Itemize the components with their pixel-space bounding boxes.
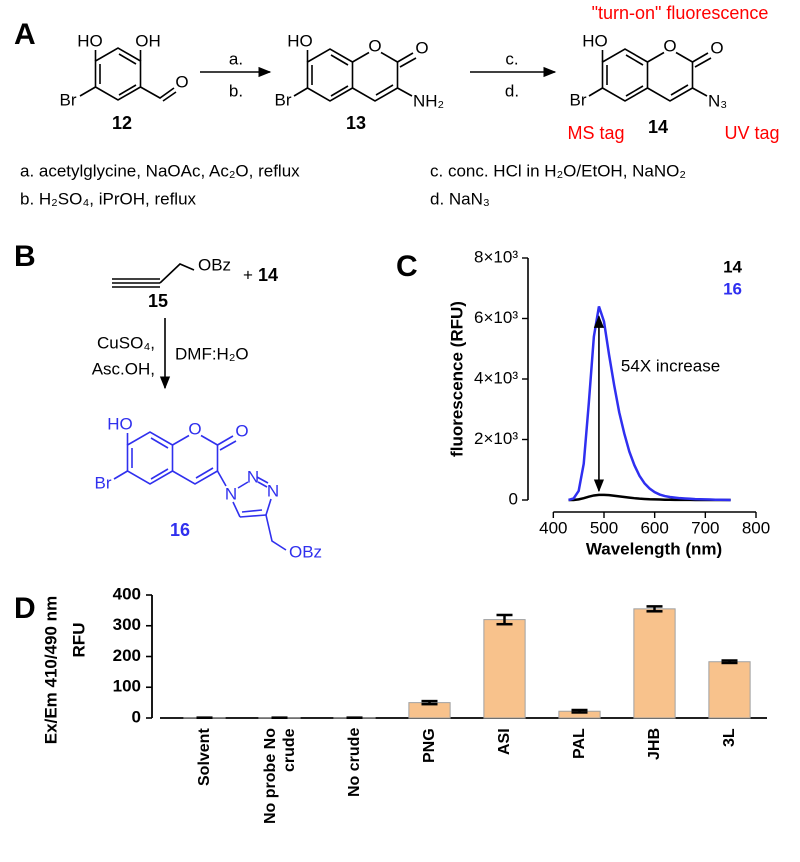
x-tick-label: PNG	[421, 728, 438, 763]
error-bar	[646, 605, 663, 613]
condition: a. acetylglycine, NaOAc, Ac₂O, reflux	[20, 161, 300, 180]
atom-label: HO	[582, 31, 608, 50]
compound-number: 14	[258, 265, 278, 285]
legend-entry: 16	[723, 279, 742, 298]
panel-label: B	[14, 240, 36, 273]
atom-label: O	[415, 38, 428, 57]
atom-label: OH	[135, 31, 161, 50]
bar	[708, 661, 751, 719]
y-tick-label: 100	[113, 677, 141, 696]
atom-label: Br	[95, 473, 112, 492]
panel-label: C	[396, 250, 418, 283]
y-tick-label: 200	[113, 646, 141, 665]
compound-number: 16	[170, 520, 190, 540]
annotation: MS tag	[567, 123, 624, 143]
x-tick-label: No crude	[346, 728, 363, 798]
atom-label: O	[175, 72, 188, 91]
atom-label: O	[710, 38, 723, 57]
error-bar	[496, 613, 513, 626]
y-axis-label: fluorescence (RFU)	[447, 301, 466, 457]
y-tick-label: 6×10³	[474, 308, 518, 327]
condition: c. conc. HCl in H₂O/EtOH, NaNO₂	[430, 161, 686, 180]
x-tick-label: 700	[691, 518, 719, 537]
compound-12: HO OH Br O 12	[60, 31, 189, 132]
atom-label: HO	[107, 414, 133, 433]
atom-label: HO	[77, 31, 103, 50]
compound-number: 14	[648, 117, 668, 137]
atom-label: Br	[570, 90, 587, 109]
atom-label: N₃	[708, 91, 727, 110]
y-tick-label: 0	[132, 707, 141, 726]
panel-label: D	[14, 592, 36, 625]
x-tick-label: 400	[539, 518, 567, 537]
x-tick-label: PAL	[571, 728, 588, 759]
step-label: a.	[229, 49, 243, 68]
y-tick-label: 4×10³	[474, 368, 518, 387]
compound-15: OBz 15	[112, 255, 231, 311]
plus: +	[243, 265, 253, 284]
x-tick-label: JHB	[646, 728, 663, 761]
annotation: UV tag	[724, 123, 779, 143]
bar	[483, 619, 526, 719]
y-axis-label: RFU	[69, 623, 88, 658]
x-tick-label: 500	[590, 518, 618, 537]
atom-label: N	[247, 467, 259, 486]
y-axis-label: Ex/Em 410/490 nm	[41, 596, 60, 744]
atom-label: O	[663, 36, 676, 55]
atom-label: N	[267, 481, 279, 500]
x-tick-label: 600	[640, 518, 668, 537]
x-tick-label: 3L	[721, 728, 738, 747]
atom-label: NH₂	[413, 91, 444, 110]
x-axis-label: Wavelength (nm)	[586, 539, 722, 558]
condition: b. H₂SO₄, iPrOH, reflux	[20, 189, 197, 208]
reagent: DMF:H₂O	[175, 344, 249, 363]
x-tick-label: Solvent	[196, 728, 213, 786]
compound-number: 13	[346, 113, 366, 133]
step-label: b.	[229, 81, 243, 100]
atom-label: Br	[60, 90, 77, 109]
error-bar	[571, 708, 588, 714]
x-tick-label: No probe No crude	[261, 728, 298, 824]
condition: d. NaN₃	[430, 189, 490, 208]
compound-number: 12	[112, 113, 132, 133]
error-bar	[421, 699, 438, 706]
atom-label: OBz	[198, 255, 231, 274]
series-line	[568, 306, 731, 502]
x-tick-label: ASI	[496, 728, 513, 755]
atom-label: N	[225, 484, 237, 503]
reagent: CuSO₄,	[97, 333, 155, 352]
y-tick-label: 8×10³	[474, 247, 518, 266]
atom-label: Br	[275, 90, 292, 109]
atom-label: O	[368, 36, 381, 55]
annotation: "turn-on" fluorescence	[592, 3, 769, 23]
compound-16: HO O O Br N N N OBz 16	[95, 414, 323, 561]
atom-label: O	[235, 421, 248, 440]
panel-label: A	[14, 18, 36, 51]
x-tick-label: 800	[742, 518, 770, 537]
annotation: 54X increase	[621, 356, 720, 375]
step-label: d.	[505, 81, 519, 100]
legend-entry: 14	[723, 257, 742, 276]
y-tick-label: 0	[509, 489, 518, 508]
error-bar	[721, 659, 738, 665]
compound-14: HO O O Br N₃ 14	[570, 31, 728, 136]
compound-13: HO O O Br NH₂ 13	[275, 31, 445, 132]
y-tick-label: 300	[113, 615, 141, 634]
atom-label: OBz	[289, 542, 322, 561]
y-tick-label: 2×10³	[474, 429, 518, 448]
compound-number: 15	[148, 291, 168, 311]
reagent: Asc.OH,	[92, 359, 155, 378]
atom-label: O	[188, 419, 201, 438]
bar	[633, 608, 676, 719]
y-tick-label: 400	[113, 584, 141, 603]
atom-label: HO	[287, 31, 313, 50]
step-label: c.	[505, 49, 518, 68]
